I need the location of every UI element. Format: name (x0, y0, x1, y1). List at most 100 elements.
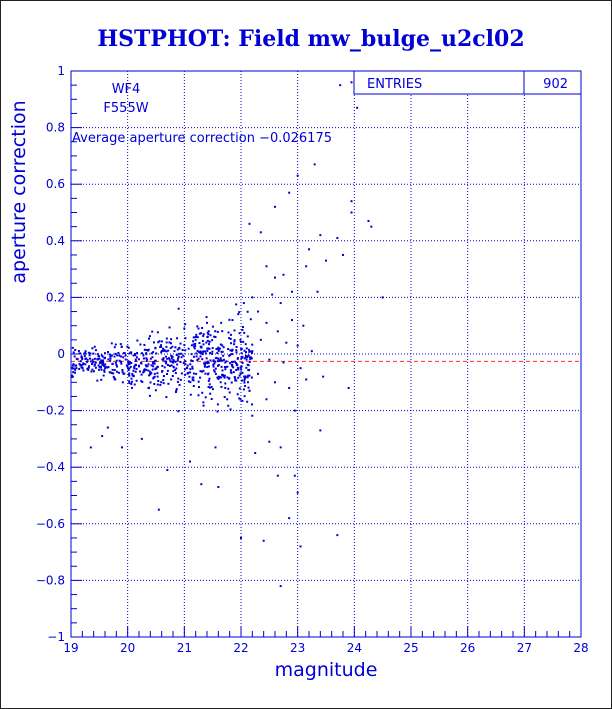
data-point (174, 391, 177, 394)
data-point (222, 354, 225, 357)
data-point (100, 360, 103, 363)
data-point (177, 355, 180, 358)
data-point (74, 348, 77, 351)
data-point (237, 376, 240, 379)
data-point (87, 366, 90, 369)
data-point (238, 332, 241, 335)
data-point (183, 327, 186, 330)
data-point (126, 345, 129, 348)
data-point (147, 349, 150, 352)
data-point (186, 364, 189, 367)
data-point (259, 338, 262, 341)
data-point (157, 380, 160, 383)
data-point (225, 360, 228, 363)
data-point (100, 368, 103, 371)
data-point (166, 364, 169, 367)
data-point (103, 369, 106, 372)
data-point (168, 341, 171, 344)
data-point (108, 371, 111, 374)
data-point (155, 352, 158, 355)
data-point (145, 368, 148, 371)
data-point (185, 366, 188, 369)
data-point (193, 347, 196, 350)
data-point (257, 310, 259, 313)
data-point (174, 360, 177, 363)
data-point (248, 368, 251, 371)
data-point (91, 358, 94, 361)
data-point (216, 360, 219, 363)
data-point (169, 360, 172, 363)
data-point (201, 339, 204, 342)
data-point (251, 414, 254, 417)
data-point (187, 380, 190, 383)
data-point (227, 404, 230, 407)
data-point (214, 330, 217, 333)
data-point (226, 398, 229, 401)
data-point (207, 379, 210, 382)
data-point (221, 330, 224, 333)
data-point (80, 355, 83, 358)
data-point (172, 370, 175, 373)
data-point (206, 347, 209, 350)
data-point (94, 361, 97, 364)
data-point (177, 357, 180, 360)
data-point (211, 352, 214, 355)
data-point (86, 358, 89, 361)
plot-frame (70, 70, 582, 638)
data-point (207, 365, 210, 368)
data-point (111, 362, 114, 365)
data-point (178, 347, 181, 350)
data-point (217, 486, 220, 489)
data-point (114, 361, 117, 364)
data-point (199, 376, 202, 379)
data-point (98, 365, 101, 368)
data-point (224, 361, 227, 364)
data-point (205, 352, 208, 355)
data-point (184, 368, 187, 371)
data-point (150, 352, 153, 355)
data-point (276, 330, 279, 333)
data-point (161, 358, 164, 361)
data-point (182, 362, 185, 365)
data-point (137, 358, 140, 361)
data-point (239, 340, 242, 343)
data-point (146, 358, 149, 361)
data-point (177, 377, 180, 380)
data-point (151, 356, 154, 359)
data-point (115, 359, 118, 362)
data-point (339, 84, 342, 87)
data-point (167, 382, 170, 385)
data-point (176, 348, 179, 351)
data-point (210, 386, 213, 389)
data-point (211, 339, 214, 342)
data-point (202, 334, 205, 337)
data-point (154, 368, 157, 371)
data-point (71, 364, 74, 367)
data-point (87, 351, 90, 354)
data-point (198, 342, 201, 345)
data-point (191, 360, 194, 363)
chart-title: HSTPHOT: Field mw_bulge_u2cl02 (97, 26, 524, 52)
data-point (234, 361, 237, 364)
data-point (224, 386, 227, 389)
data-point (139, 343, 142, 346)
data-point (208, 340, 211, 343)
data-point (127, 363, 130, 366)
data-point (147, 363, 150, 366)
data-point (224, 368, 227, 371)
data-point (91, 361, 94, 364)
data-point (160, 381, 163, 384)
data-point (136, 351, 139, 354)
data-point (164, 355, 167, 358)
data-point (243, 395, 246, 398)
data-point (163, 366, 166, 369)
data-point (143, 368, 146, 371)
data-point (237, 313, 240, 316)
data-point (246, 400, 249, 403)
data-point (209, 352, 212, 355)
data-point (305, 265, 308, 268)
data-point (77, 350, 80, 353)
data-point (268, 440, 271, 443)
data-point (100, 354, 103, 357)
data-point (220, 376, 223, 379)
